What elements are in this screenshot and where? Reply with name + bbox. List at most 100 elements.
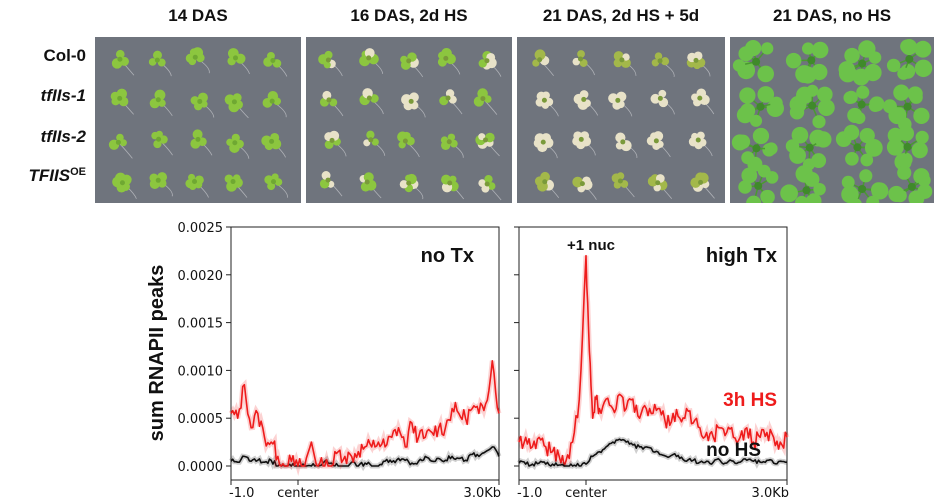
seedling [650, 89, 675, 115]
seedling [441, 174, 465, 200]
seedling [533, 133, 558, 159]
row-label-tfiis-2: tfIIs-2 [0, 127, 86, 147]
seedling [224, 93, 249, 119]
seedling [478, 174, 502, 201]
seedling [261, 132, 286, 158]
seedlings-image [108, 47, 288, 199]
plot-frame [518, 226, 788, 481]
photo-panel-16-das [306, 37, 512, 203]
rosette [882, 84, 930, 131]
seedling [400, 52, 424, 78]
rosette [843, 85, 885, 125]
rosette [886, 125, 929, 171]
x-tick-label: -1.0 [229, 486, 254, 500]
seedling [647, 174, 673, 200]
rosette [731, 127, 778, 172]
row-label-tfiis-oe: TFIISOE [0, 166, 86, 186]
seedling [185, 173, 209, 198]
rosette [738, 164, 779, 203]
seedling [608, 91, 633, 117]
column-title-21-das-no-hs: 21 DAS, no HS [772, 6, 892, 25]
seedling [686, 51, 711, 77]
seedling [359, 88, 384, 115]
panel-label-high-tx: high Tx [706, 245, 777, 267]
row-label-superscript: OE [70, 166, 86, 178]
seedlings-image [318, 48, 502, 201]
annotation-plus1-nuc: +1 nuc [567, 237, 615, 254]
seedling [108, 133, 133, 159]
seedling [226, 133, 250, 159]
seedling [227, 48, 250, 75]
seedling [572, 176, 597, 200]
series-line-no-hs [230, 446, 500, 467]
seedling [319, 171, 343, 197]
chart-no-tx: 0.0000 0.0005 0.0010 0.0015 0.0020 0.0025 -1.0… [178, 221, 502, 500]
seedling [478, 50, 502, 77]
row-label-col-0: Col-0 [0, 46, 87, 66]
series-line-3h-hs [518, 254, 788, 467]
seedling [535, 91, 559, 117]
column-title-16-das: 16 DAS, 2d HS [350, 6, 468, 25]
seedling [473, 88, 498, 115]
seedling [691, 88, 715, 115]
seedling [359, 48, 384, 74]
seedling [397, 131, 420, 158]
seedling [112, 172, 137, 199]
seedling [615, 132, 638, 159]
row-label-text: Col-0 [43, 46, 87, 65]
seedling [688, 131, 713, 157]
rosette [785, 41, 829, 84]
rosette [736, 86, 784, 127]
seedling [440, 133, 464, 158]
rosette [838, 40, 882, 86]
seedling [690, 172, 715, 199]
row-label-text: TFIIS [28, 166, 71, 185]
seedling [190, 92, 215, 118]
seedlings-image [532, 49, 715, 200]
seedling [151, 130, 173, 156]
seedling [148, 50, 172, 77]
photo-panel-21-das-no-hs [730, 37, 934, 203]
legend-3h-hs: 3h HS [723, 390, 777, 411]
seedling [437, 48, 461, 75]
x-tick-label: center [565, 486, 607, 500]
y-tick-label: 0.0010 [178, 364, 224, 379]
seedling [262, 90, 287, 118]
y-axis-label: sum RNAPII peaks [146, 265, 168, 442]
rosette [785, 126, 832, 171]
column-title-14-das: 14 DAS [168, 6, 228, 25]
x-tick-label: center [277, 486, 319, 500]
x-tick-label: -1.0 [517, 486, 542, 500]
seedling [318, 50, 343, 77]
seedling [324, 130, 347, 157]
seedling [532, 49, 554, 76]
y-tick-label: 0.0005 [178, 412, 224, 427]
seedling [110, 88, 134, 115]
x-tick-label: 3.0Kb [464, 486, 501, 500]
seedling [263, 51, 288, 77]
seedling [149, 172, 173, 197]
row-label-tfiis-1: tfIIs-1 [0, 86, 86, 106]
seedling [264, 173, 288, 198]
seedling [572, 131, 596, 156]
series-line-no-hs [518, 438, 787, 467]
legend-no-hs: no HS [706, 440, 761, 461]
panel-label-no-tx: no Tx [421, 245, 474, 267]
seedling [439, 89, 463, 115]
seedling [224, 174, 248, 198]
row-label-text: tfIIs-2 [40, 127, 86, 146]
seedling [401, 92, 426, 118]
y-tick-label: 0.0000 [178, 460, 224, 475]
seedling [319, 90, 344, 117]
seedling [534, 171, 560, 199]
rosette [732, 39, 775, 83]
photo-panel-14-das [95, 37, 301, 203]
rosette [789, 84, 835, 129]
row-label-text: tfIIs-1 [40, 86, 86, 105]
chart-high-tx: -1.0 center 3.0Kb [514, 226, 790, 500]
seedling [475, 132, 500, 157]
column-title-21-das-hs: 21 DAS, 2d HS + 5d [542, 6, 700, 25]
seedling [149, 89, 173, 116]
y-tick-label: 0.0015 [178, 317, 224, 332]
